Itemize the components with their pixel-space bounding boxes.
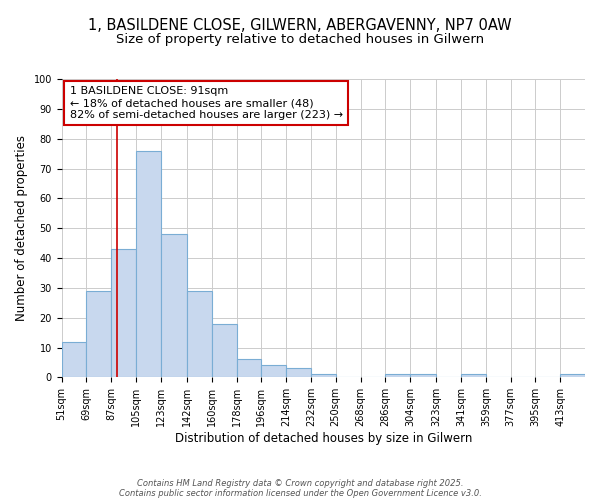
Text: Contains public sector information licensed under the Open Government Licence v3: Contains public sector information licen… xyxy=(119,488,481,498)
Bar xyxy=(161,234,187,378)
Bar xyxy=(262,366,286,378)
Text: 1, BASILDENE CLOSE, GILWERN, ABERGAVENNY, NP7 0AW: 1, BASILDENE CLOSE, GILWERN, ABERGAVENNY… xyxy=(88,18,512,32)
Bar xyxy=(560,374,585,378)
Bar xyxy=(86,291,111,378)
Text: 1 BASILDENE CLOSE: 91sqm
← 18% of detached houses are smaller (48)
82% of semi-d: 1 BASILDENE CLOSE: 91sqm ← 18% of detach… xyxy=(70,86,343,120)
Bar xyxy=(461,374,486,378)
Bar xyxy=(62,342,86,378)
Bar xyxy=(136,150,161,378)
Y-axis label: Number of detached properties: Number of detached properties xyxy=(15,135,28,321)
Bar xyxy=(111,249,136,378)
X-axis label: Distribution of detached houses by size in Gilwern: Distribution of detached houses by size … xyxy=(175,432,472,445)
Bar xyxy=(385,374,410,378)
Text: Size of property relative to detached houses in Gilwern: Size of property relative to detached ho… xyxy=(116,32,484,46)
Text: Contains HM Land Registry data © Crown copyright and database right 2025.: Contains HM Land Registry data © Crown c… xyxy=(137,478,463,488)
Bar xyxy=(286,368,311,378)
Bar xyxy=(187,291,212,378)
Bar xyxy=(311,374,336,378)
Bar xyxy=(410,374,436,378)
Bar xyxy=(236,360,262,378)
Bar xyxy=(212,324,236,378)
